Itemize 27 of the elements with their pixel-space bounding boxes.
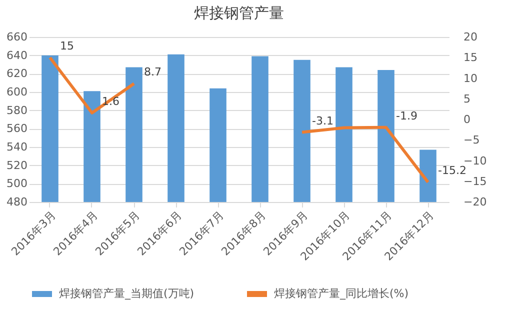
y2-tick-label: 15 [464, 51, 478, 64]
y2-tick-label: 5 [464, 92, 470, 106]
data-label: -1.9 [396, 109, 418, 122]
y2-tick-label: 20 [464, 30, 478, 44]
y-tick-label: 520 [6, 158, 28, 172]
y2-tick-label: −15 [464, 174, 487, 188]
legend-label: 焊接钢管产量_同比增长(%) [274, 287, 409, 300]
y-tick-label: 620 [6, 67, 28, 80]
y2-tick-label: −10 [464, 154, 487, 168]
chart-title: 焊接钢管产量 [194, 4, 284, 22]
data-label: -15.2 [438, 164, 466, 178]
legend-label: 焊接钢管产量_当期值(万吨) [59, 287, 194, 300]
y-tick-label: 540 [6, 140, 28, 154]
y-tick-label: 560 [6, 122, 28, 136]
data-label: -3.1 [312, 114, 334, 128]
data-label: 8.7 [144, 66, 162, 79]
y2-tick-label: −5 [464, 134, 480, 147]
y-tick-label: 500 [6, 177, 28, 190]
y-tick-label: 640 [6, 48, 28, 62]
y2-tick-label: −20 [464, 196, 487, 208]
y-tick-label: 660 [6, 30, 28, 44]
y-tick-label: 600 [6, 86, 28, 98]
y-tick-label: 480 [6, 196, 28, 208]
y-tick-label: 580 [6, 104, 28, 117]
y2-tick-label: 10 [464, 72, 478, 85]
data-label: 15 [60, 40, 74, 53]
y2-tick-label: 0 [464, 113, 470, 126]
